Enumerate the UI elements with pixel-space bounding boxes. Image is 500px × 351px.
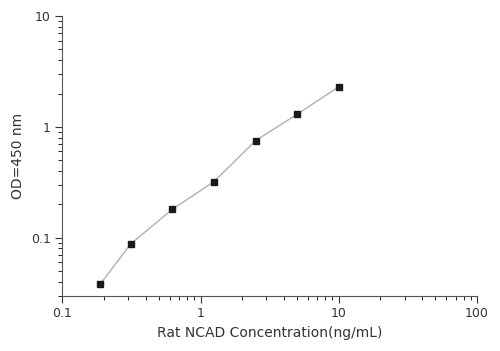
X-axis label: Rat NCAD Concentration(ng/mL): Rat NCAD Concentration(ng/mL) (157, 326, 382, 340)
Y-axis label: OD=450 nm: OD=450 nm (11, 113, 25, 199)
